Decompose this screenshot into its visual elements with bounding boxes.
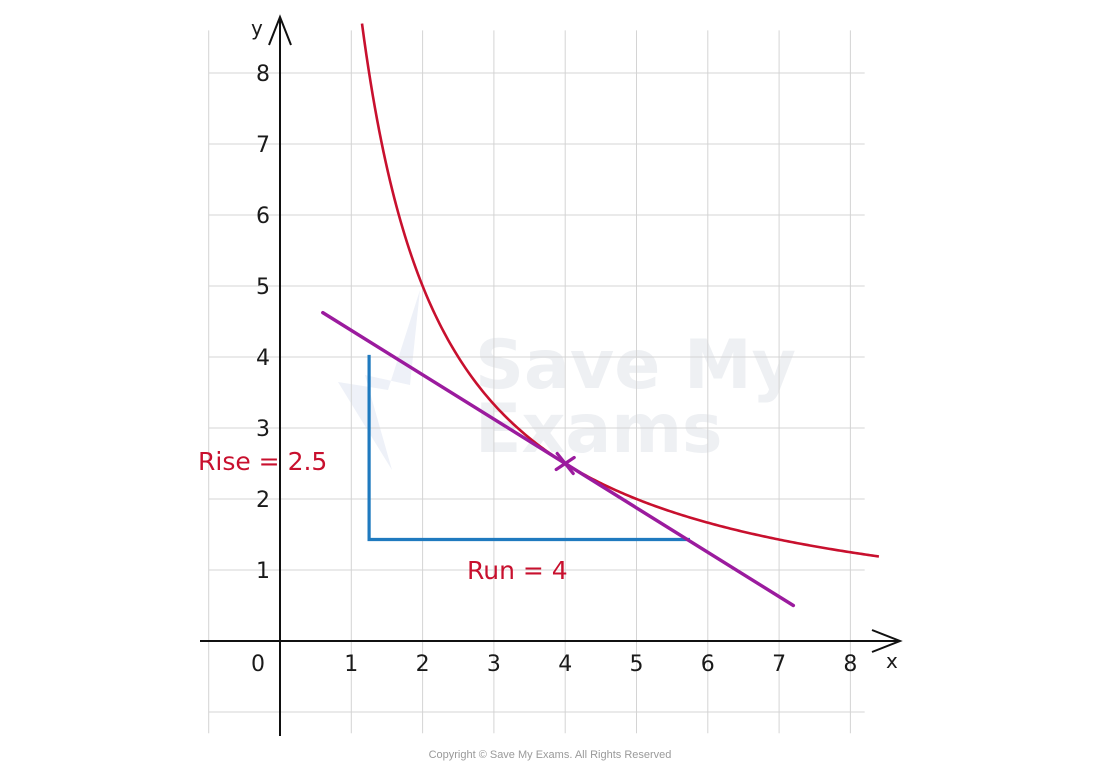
x-tick-label-8: 8 (843, 652, 857, 677)
tick-labels: 1 2 3 4 5 6 7 8 1 2 3 4 5 6 7 8 (256, 62, 857, 677)
marker-stroke-1 (554, 455, 576, 472)
watermark: Save My Exams (338, 290, 796, 470)
y-tick-label-2: 2 (256, 488, 270, 513)
run-label: Run = 4 (467, 556, 568, 585)
watermark-logo-icon (338, 290, 420, 470)
x-tick-label-3: 3 (487, 652, 501, 677)
x-axis-label: x (886, 649, 898, 673)
y-tick-label-8: 8 (256, 62, 270, 87)
y-axis-arrow-icon (268, 14, 292, 46)
watermark-line-1: Save My (475, 326, 796, 405)
y-tick-label-4: 4 (256, 346, 270, 371)
y-tick-label-1: 1 (256, 559, 270, 584)
tangent-point-marker (554, 451, 576, 476)
axes (200, 14, 903, 736)
watermark-line-2: Exams (475, 390, 723, 469)
tangent-line (321, 310, 796, 608)
y-tick-label-3: 3 (256, 417, 270, 442)
origin-label: 0 (251, 652, 265, 677)
x-tick-label-1: 1 (344, 652, 358, 677)
x-tick-label-7: 7 (772, 652, 786, 677)
rise-run-triangle (367, 354, 690, 542)
y-tick-label-6: 6 (256, 204, 270, 229)
x-tick-label-2: 2 (416, 652, 430, 677)
x-tick-label-5: 5 (630, 652, 644, 677)
y-tick-label-5: 5 (256, 275, 270, 300)
x-tick-label-6: 6 (701, 652, 715, 677)
x-axis-arrow-icon (871, 629, 903, 653)
copyright-notice: Copyright © Save My Exams. All Rights Re… (429, 749, 672, 761)
grid (208, 30, 865, 734)
rise-label: Rise = 2.5 (198, 447, 327, 476)
y-axis-label: y (251, 16, 263, 40)
y-tick-label-7: 7 (256, 133, 270, 158)
x-tick-label-4: 4 (558, 652, 572, 677)
curve-line (360, 23, 880, 558)
